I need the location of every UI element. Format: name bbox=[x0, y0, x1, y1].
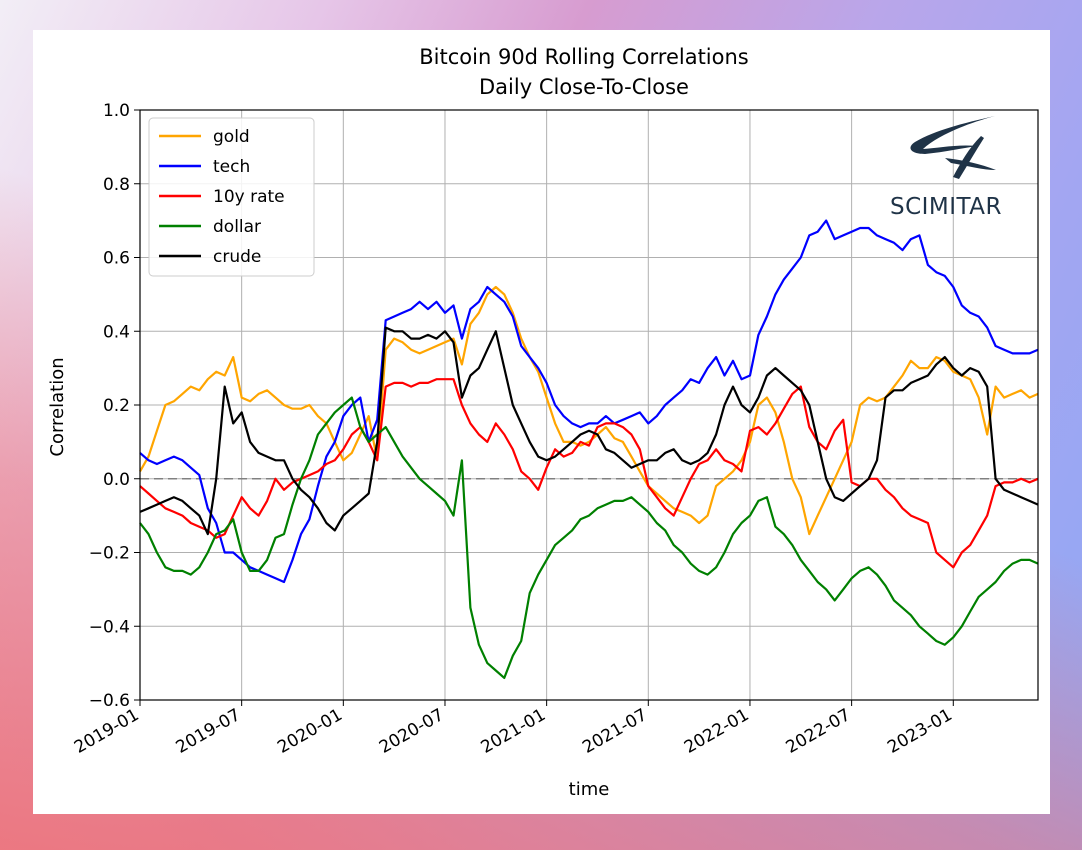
series-line-tech bbox=[139, 219, 1039, 584]
x-tick-label: 2022-01 bbox=[681, 705, 753, 758]
x-tick-label: 2019-01 bbox=[71, 705, 143, 758]
chart-title: Bitcoin 90d Rolling Correlations bbox=[419, 45, 748, 69]
x-tick-label: 2023-01 bbox=[884, 705, 956, 758]
x-tick-label: 2020-01 bbox=[274, 705, 346, 758]
y-tick-label: 0.2 bbox=[103, 396, 130, 416]
y-tick-label: −0.4 bbox=[89, 617, 130, 637]
legend-label-gold: gold bbox=[213, 127, 250, 147]
scimitar-logo-icon bbox=[910, 116, 996, 179]
y-axis-label: Correlation bbox=[47, 357, 68, 456]
y-tick-label: 0.6 bbox=[103, 249, 130, 269]
y-tick-label: 1.0 bbox=[103, 101, 130, 121]
scimitar-watermark: SCIMITAR bbox=[890, 116, 1002, 220]
series-line-gold bbox=[139, 285, 1039, 536]
y-tick-label: −0.6 bbox=[89, 691, 130, 711]
x-tick-label: 2020-07 bbox=[376, 705, 448, 758]
chart-subtitle: Daily Close-To-Close bbox=[479, 75, 689, 99]
y-tick-label: −0.2 bbox=[89, 544, 130, 564]
legend-label-10y-rate: 10y rate bbox=[213, 187, 285, 207]
series-lines bbox=[139, 219, 1039, 680]
x-axis-label: time bbox=[569, 779, 610, 800]
x-tick-label: 2019-07 bbox=[173, 705, 245, 758]
legend: gold tech 10y rate dollar crude bbox=[148, 117, 315, 277]
legend-label-crude: crude bbox=[213, 247, 261, 267]
x-tick-label: 2021-01 bbox=[478, 705, 550, 758]
scimitar-brand-text: SCIMITAR bbox=[890, 194, 1002, 220]
y-tick-label: 0.0 bbox=[103, 470, 130, 490]
series-line-crude bbox=[139, 326, 1039, 536]
series-line-dollar bbox=[139, 396, 1039, 680]
legend-label-tech: tech bbox=[213, 157, 250, 177]
legend-box bbox=[148, 117, 315, 277]
chart-card: Bitcoin 90d Rolling Correlations Daily C… bbox=[33, 30, 1050, 814]
x-tick-label: 2021-07 bbox=[579, 705, 651, 758]
correlation-chart: Bitcoin 90d Rolling Correlations Daily C… bbox=[47, 45, 1039, 800]
y-tick-label: 0.8 bbox=[103, 175, 130, 195]
legend-label-dollar: dollar bbox=[213, 217, 261, 237]
series-line-10y-rate bbox=[139, 378, 1039, 569]
y-tick-label: 0.4 bbox=[103, 322, 130, 342]
x-tick-label: 2022-07 bbox=[783, 705, 855, 758]
